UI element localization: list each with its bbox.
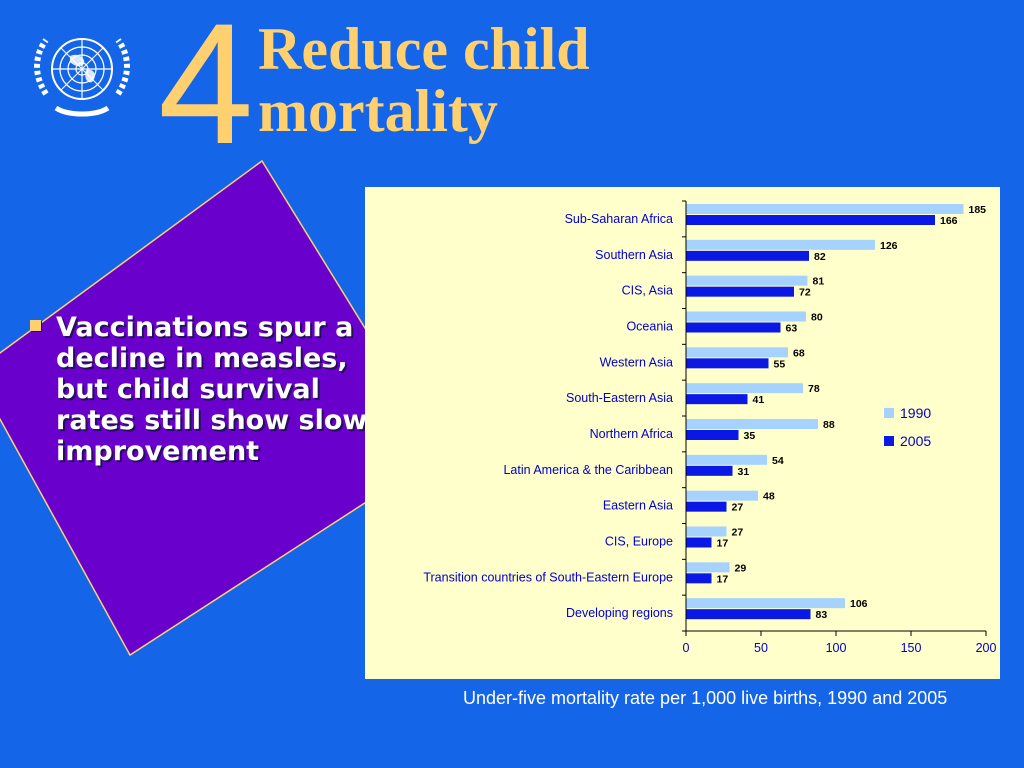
x-tick-label-0: 0 bbox=[683, 641, 690, 655]
x-tick-label-100: 100 bbox=[826, 641, 847, 655]
data-label-2005-transition-countries-of-south-eastern-europe: 17 bbox=[717, 573, 729, 585]
bar-2005-western-asia bbox=[686, 358, 769, 369]
category-label-northern-africa: Northern Africa bbox=[590, 427, 673, 441]
x-tick-label-50: 50 bbox=[754, 641, 768, 655]
data-label-2005-northern-africa: 35 bbox=[744, 430, 756, 442]
data-label-1990-oceania: 80 bbox=[811, 312, 823, 324]
bar-1990-cis-asia bbox=[686, 275, 808, 286]
x-tick-label-150: 150 bbox=[901, 641, 922, 655]
data-label-2005-latin-america-the-caribbean: 31 bbox=[738, 466, 750, 478]
bar-1990-southern-asia bbox=[686, 239, 875, 250]
data-label-1990-northern-africa: 88 bbox=[823, 419, 835, 431]
category-label-eastern-asia: Eastern Asia bbox=[603, 499, 673, 513]
bar-2005-sub-saharan-africa bbox=[686, 215, 935, 225]
data-label-1990-latin-america-the-caribbean: 54 bbox=[772, 455, 784, 467]
data-label-2005-developing-regions: 83 bbox=[816, 609, 828, 621]
bar-2005-transition-countries-of-south-eastern-europe bbox=[686, 573, 712, 584]
legend-label-1990: 1990 bbox=[900, 405, 931, 421]
category-label-southern-asia: Southern Asia bbox=[595, 248, 673, 262]
data-label-1990-developing-regions: 106 bbox=[850, 598, 868, 610]
bar-2005-oceania bbox=[686, 322, 781, 333]
bar-1990-cis-europe bbox=[686, 526, 727, 537]
bar-1990-northern-africa bbox=[686, 419, 818, 429]
data-label-1990-cis-europe: 27 bbox=[732, 527, 744, 539]
bar-2005-cis-europe bbox=[686, 537, 712, 548]
data-label-2005-eastern-asia: 27 bbox=[732, 502, 744, 514]
data-label-1990-southern-asia: 126 bbox=[880, 240, 898, 252]
bar-1990-oceania bbox=[686, 311, 806, 322]
category-label-cis-asia: CIS, Asia bbox=[622, 284, 673, 298]
bar-2005-eastern-asia bbox=[686, 501, 727, 512]
bar-1990-transition-countries-of-south-eastern-europe bbox=[686, 562, 730, 573]
data-label-2005-sub-saharan-africa: 166 bbox=[940, 215, 958, 227]
bar-1990-eastern-asia bbox=[686, 490, 758, 501]
chart-panel: Sub-Saharan Africa 185 166 Southern Asia 126… bbox=[365, 187, 1000, 679]
bar-2005-cis-asia bbox=[686, 286, 794, 297]
bar-2005-latin-america-the-caribbean bbox=[686, 465, 733, 476]
x-tick-label-200: 200 bbox=[976, 641, 997, 655]
square-bullet-icon bbox=[30, 320, 41, 331]
category-label-western-asia: Western Asia bbox=[600, 355, 673, 369]
goal-number: 4 bbox=[158, 0, 254, 180]
slide-title: Reduce child mortality bbox=[258, 16, 590, 144]
bar-2005-south-eastern-asia bbox=[686, 394, 748, 405]
bar-1990-sub-saharan-africa bbox=[686, 204, 964, 214]
data-label-2005-south-eastern-asia: 41 bbox=[753, 394, 765, 406]
bar-1990-developing-regions bbox=[686, 598, 845, 609]
category-label-developing-regions: Developing regions bbox=[566, 606, 673, 620]
category-label-latin-america-the-caribbean: Latin America & the Caribbean bbox=[503, 463, 673, 477]
data-label-2005-western-asia: 55 bbox=[774, 358, 786, 370]
legend-swatch-1990 bbox=[884, 408, 894, 418]
data-label-2005-oceania: 63 bbox=[786, 323, 798, 335]
data-label-2005-cis-asia: 72 bbox=[799, 287, 811, 299]
bar-2005-southern-asia bbox=[686, 250, 809, 261]
data-label-1990-south-eastern-asia: 78 bbox=[808, 383, 820, 395]
bar-1990-western-asia bbox=[686, 347, 788, 358]
bar-2005-developing-regions bbox=[686, 609, 811, 620]
data-label-1990-cis-asia: 81 bbox=[813, 276, 825, 288]
category-label-oceania: Oceania bbox=[626, 319, 673, 333]
bar-1990-latin-america-the-caribbean bbox=[686, 454, 767, 465]
data-label-1990-western-asia: 68 bbox=[793, 347, 805, 359]
category-label-south-eastern-asia: South-Eastern Asia bbox=[566, 391, 673, 405]
bullet-point: Vaccinations spur a decline in measles, … bbox=[30, 312, 370, 467]
data-label-1990-sub-saharan-africa: 185 bbox=[969, 204, 987, 216]
bar-1990-south-eastern-asia bbox=[686, 383, 803, 394]
un-emblem-icon bbox=[34, 38, 130, 117]
category-label-transition-countries-of-south-eastern-europe: Transition countries of South-Eastern Eu… bbox=[423, 570, 673, 584]
data-label-1990-transition-countries-of-south-eastern-europe: 29 bbox=[735, 562, 747, 574]
legend-label-2005: 2005 bbox=[900, 433, 931, 449]
data-label-2005-cis-europe: 17 bbox=[717, 538, 729, 550]
bullet-text: Vaccinations spur a decline in measles, … bbox=[56, 312, 368, 467]
bar-chart: Sub-Saharan Africa 185 166 Southern Asia 126… bbox=[423, 200, 997, 655]
data-label-1990-eastern-asia: 48 bbox=[763, 491, 775, 503]
category-label-cis-europe: CIS, Europe bbox=[605, 534, 673, 548]
data-label-2005-southern-asia: 82 bbox=[814, 251, 826, 263]
category-label-sub-saharan-africa: Sub-Saharan Africa bbox=[565, 212, 673, 226]
bar-2005-northern-africa bbox=[686, 430, 739, 440]
legend-swatch-2005 bbox=[884, 436, 894, 446]
chart-caption: Under-five mortality rate per 1,000 live… bbox=[463, 688, 948, 708]
